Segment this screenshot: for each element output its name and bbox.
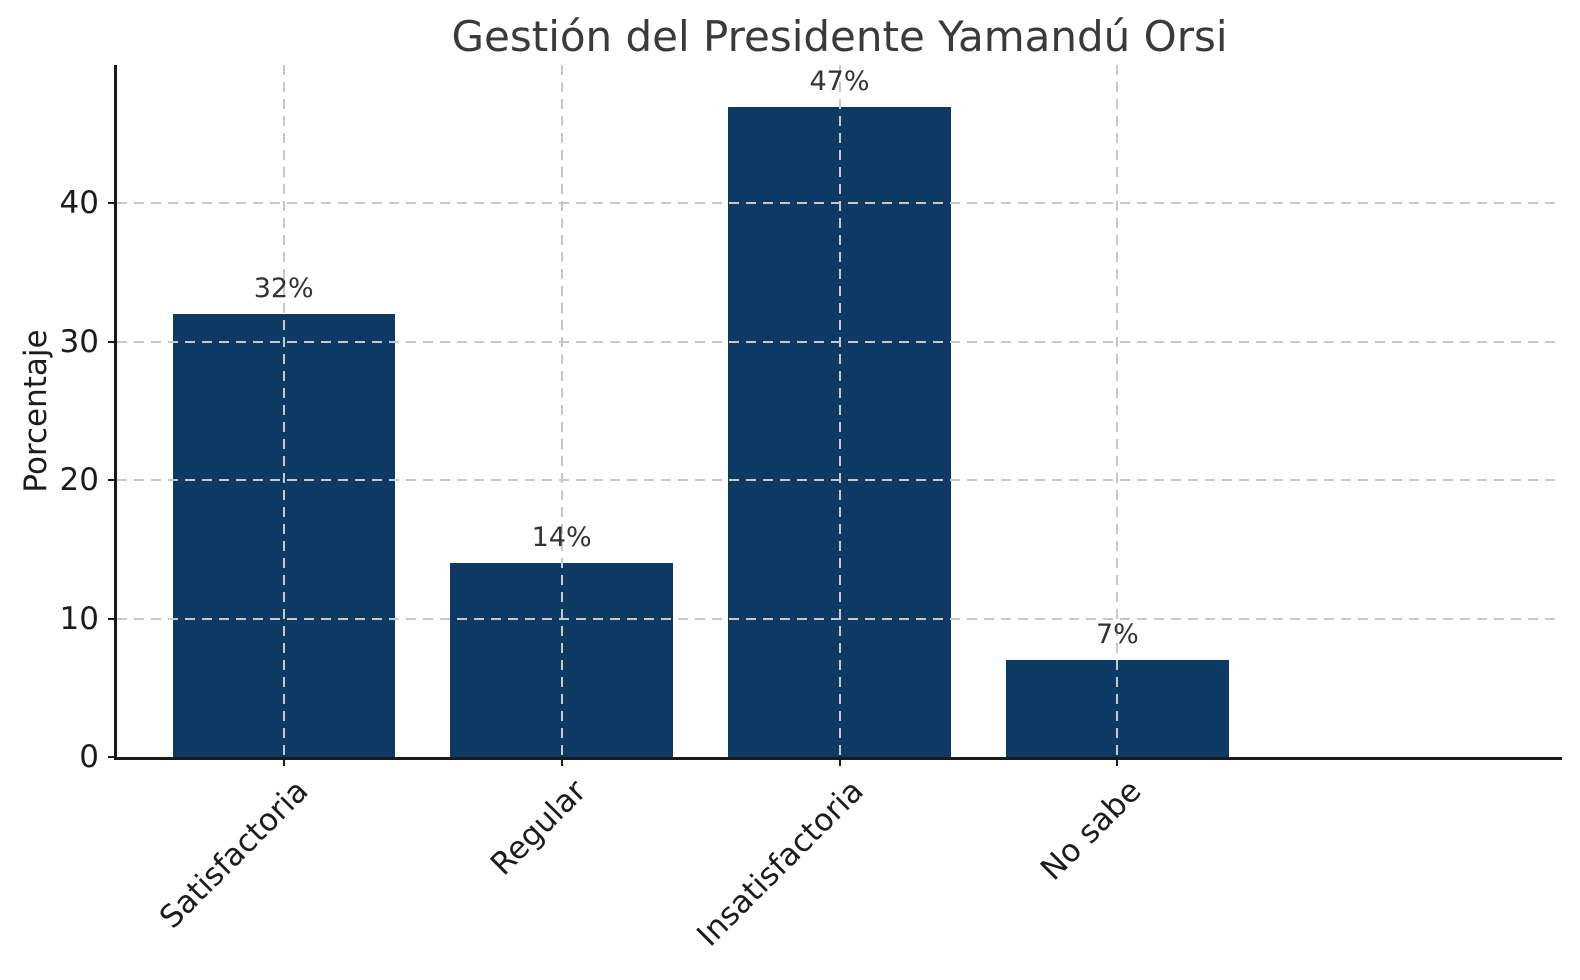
y-tick-mark bbox=[108, 479, 117, 482]
x-tick-label: Satisfactoria bbox=[152, 773, 316, 936]
y-axis-spine bbox=[114, 65, 117, 760]
gridline-h bbox=[117, 202, 1562, 205]
x-axis-spine bbox=[114, 757, 1562, 760]
x-tick-mark bbox=[560, 757, 563, 766]
gridline-v bbox=[282, 65, 285, 757]
y-tick-label: 20 bbox=[59, 462, 99, 499]
y-tick-label: 30 bbox=[59, 323, 99, 360]
x-tick-mark bbox=[1116, 757, 1119, 766]
gridline-h bbox=[117, 479, 1562, 482]
gridline-h bbox=[117, 617, 1562, 620]
bar-value-label: 32% bbox=[253, 273, 314, 305]
x-tick-label: Regular bbox=[483, 773, 594, 883]
bar-value-label: 7% bbox=[1095, 619, 1139, 651]
x-tick-mark bbox=[838, 757, 841, 766]
gridline-v bbox=[560, 65, 563, 757]
y-tick-label: 40 bbox=[59, 185, 99, 222]
y-tick-label: 10 bbox=[59, 600, 99, 637]
y-tick-mark bbox=[108, 756, 117, 758]
gridline-v bbox=[1116, 65, 1119, 757]
bar-value-label: 47% bbox=[809, 65, 870, 97]
y-tick-mark bbox=[108, 340, 117, 343]
y-tick-mark bbox=[108, 617, 117, 620]
y-tick-mark bbox=[108, 202, 117, 205]
chart-title: Gestión del Presidente Yamandú Orsi bbox=[451, 12, 1228, 61]
y-tick-label: 0 bbox=[79, 739, 99, 775]
gridline-h bbox=[117, 340, 1562, 343]
x-tick-label: No sabe bbox=[1034, 773, 1149, 888]
x-tick-mark bbox=[282, 757, 285, 766]
x-tick-label: Insatisfactoria bbox=[690, 773, 871, 954]
gridline-v bbox=[838, 65, 841, 757]
bar-value-label: 14% bbox=[531, 522, 592, 554]
